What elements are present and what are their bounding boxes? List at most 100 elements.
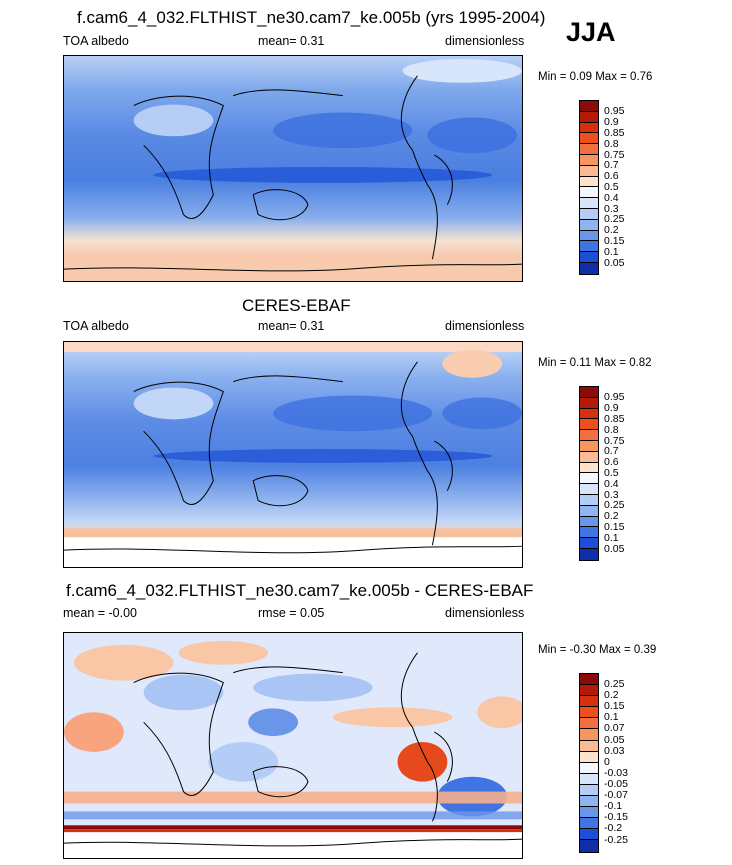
panel-2-colorbar-label: 0.9 (604, 402, 619, 414)
panel-3-colorbar-label: 0.07 (604, 722, 625, 734)
panel-2-colorbar-swatch (580, 397, 598, 409)
panel-2-colorbar-label: 0.1 (604, 532, 619, 544)
panel-3-anomaly (73, 644, 174, 681)
panel-3-colorbar-label: 0.03 (604, 745, 625, 757)
panel-3-colorbar-swatch (580, 718, 598, 730)
panel-1-colorbar-swatch (580, 262, 598, 274)
panel-3-colorbar-label: 0.1 (604, 711, 619, 723)
panel-2-colorbar-swatch (580, 408, 598, 420)
panel-1-colorbar-swatch (580, 133, 598, 145)
panel-1-colorbar-swatch (580, 176, 598, 188)
panel-3-colorbar-label: 0 (604, 756, 610, 768)
panel-1-colorbar-swatch (580, 198, 598, 209)
panel-1-map (63, 55, 523, 282)
panel-2-colorbar-swatch (580, 430, 598, 441)
panel-3-colorbar-label: -0.03 (604, 767, 628, 779)
panel-3-colorbar-swatch (580, 807, 598, 819)
panel-2-map (63, 341, 523, 568)
panel-1-colorbar-label: 0.25 (604, 213, 625, 225)
panel-3-coastline-africa-eurasia (133, 666, 343, 796)
panel-1-colorbar-swatch (580, 154, 598, 166)
panel-2-colorbar-swatch (580, 387, 598, 398)
panel-1-colorbar-label: 0.7 (604, 159, 619, 171)
panel-1-colorbar-label: 0.95 (604, 105, 625, 117)
panel-3-colorbar-label: -0.15 (604, 811, 628, 823)
panel-3-colorbar-label: 0.15 (604, 700, 625, 712)
panel-3-colorbar-label: 0.05 (604, 734, 625, 746)
panel-2-colorbar-swatch (580, 538, 598, 549)
panel-3-colorbar-swatch (580, 829, 598, 841)
panel-2-coastline-antarctica (64, 545, 522, 554)
panel-1-mean-label: mean= 0.31 (258, 34, 325, 48)
panel-1-colorbar-swatch (580, 219, 598, 231)
panel-2-colorbar (579, 386, 599, 561)
panel-1-units-label: dimensionless (445, 34, 525, 48)
panel-2-minmax: Min = 0.11 Max = 0.82 (538, 357, 652, 369)
panel-1-colorbar-label: 0.4 (604, 192, 619, 204)
panel-1-sahara (133, 104, 214, 137)
panel-3-colorbar-swatch (580, 784, 598, 797)
panel-3-antarctic-dark (64, 825, 522, 830)
panel-2-colorbar-label: 0.75 (604, 435, 625, 447)
panel-2-colorbar-label: 0.8 (604, 424, 619, 436)
panel-2-colorbar-swatch (580, 440, 598, 452)
panel-3-anomaly (248, 708, 298, 737)
panel-2-colorbar-swatch (580, 473, 598, 485)
panel-1-colorbar-label: 0.75 (604, 149, 625, 161)
panel-3-antarctic-band (64, 829, 522, 833)
panel-3-colorbar-swatch (580, 729, 598, 741)
panel-2-mean-label: mean= 0.31 (258, 319, 325, 333)
panel-3-mean-label: mean = -0.00 (63, 606, 138, 620)
panel-2-coastline-americas (400, 361, 453, 546)
panel-1-minmax: Min = 0.09 Max = 0.76 (538, 71, 653, 83)
panel-3-coastline-australia (252, 766, 309, 798)
panel-3-colorbar-swatch (580, 740, 598, 752)
panel-2-cloud-band-pacific (273, 395, 433, 432)
panel-2-colorbar-swatch (580, 494, 598, 506)
panel-2-polar-band (64, 342, 522, 352)
panel-3-colorbar-label: -0.07 (604, 789, 628, 801)
panel-3-anomaly (64, 712, 124, 752)
panel-1-colorbar-label: 0.15 (604, 235, 625, 247)
panel-3-anomaly (208, 742, 279, 782)
panel-3-units-label: dimensionless (445, 606, 525, 620)
panel-1-cloud-band-atlantic (427, 117, 518, 154)
panel-2-colorbar-swatch (580, 451, 598, 463)
panel-1-antarctic (64, 259, 522, 281)
panel-3-map (63, 632, 523, 859)
panel-1-colorbar (579, 100, 599, 275)
panel-2-coastline-australia (252, 475, 309, 507)
panel-1-coastline-antarctica (64, 263, 522, 272)
panel-3-anomaly (253, 673, 373, 702)
panel-2-colorbar-label: 0.6 (604, 456, 619, 468)
panel-3-band-south-2 (64, 811, 522, 820)
panel-1-colorbar-swatch (580, 122, 598, 134)
panel-3-colorbar-swatch (580, 818, 598, 830)
panel-2-colorbar-swatch (580, 527, 598, 539)
panel-3-band-south (64, 791, 522, 804)
panel-1-colorbar-label: 0.1 (604, 246, 619, 258)
panel-3-colorbar-swatch (580, 707, 598, 719)
panel-2-itcz (153, 449, 493, 463)
panel-2-colorbar-swatch (580, 516, 598, 528)
panel-1-colorbar-swatch (580, 101, 598, 112)
panel-2-colorbar-label: 0.7 (604, 445, 619, 457)
panel-1-colorbar-swatch (580, 252, 598, 263)
panel-2-sahara (133, 387, 214, 420)
panel-1-colorbar-label: 0.05 (604, 257, 625, 269)
panel-2-colorbar-label: 0.25 (604, 499, 625, 511)
panel-3-colorbar-label: 0.25 (604, 678, 625, 690)
panel-2-colorbar-label: 0.5 (604, 467, 619, 479)
panel-1-colorbar-label: 0.2 (604, 224, 619, 236)
panel-1-coastline-africa-eurasia (133, 89, 343, 219)
panel-1-coastline-australia (252, 189, 309, 221)
panel-2-variable-label: TOA albedo (63, 319, 129, 333)
panel-2-colorbar-label: 0.15 (604, 521, 625, 533)
panel-3-anomaly (143, 674, 224, 711)
panel-2-title: CERES-EBAF (242, 296, 351, 315)
panel-1-variable-label: TOA albedo (63, 34, 129, 48)
panel-2-colorbar-swatch (580, 505, 598, 517)
panel-3-colorbar-label: 0.2 (604, 689, 619, 701)
panel-1-title: f.cam6_4_032.FLTHIST_ne30.cam7_ke.005b (… (77, 8, 546, 27)
panel-1-colorbar-label: 0.6 (604, 170, 619, 182)
